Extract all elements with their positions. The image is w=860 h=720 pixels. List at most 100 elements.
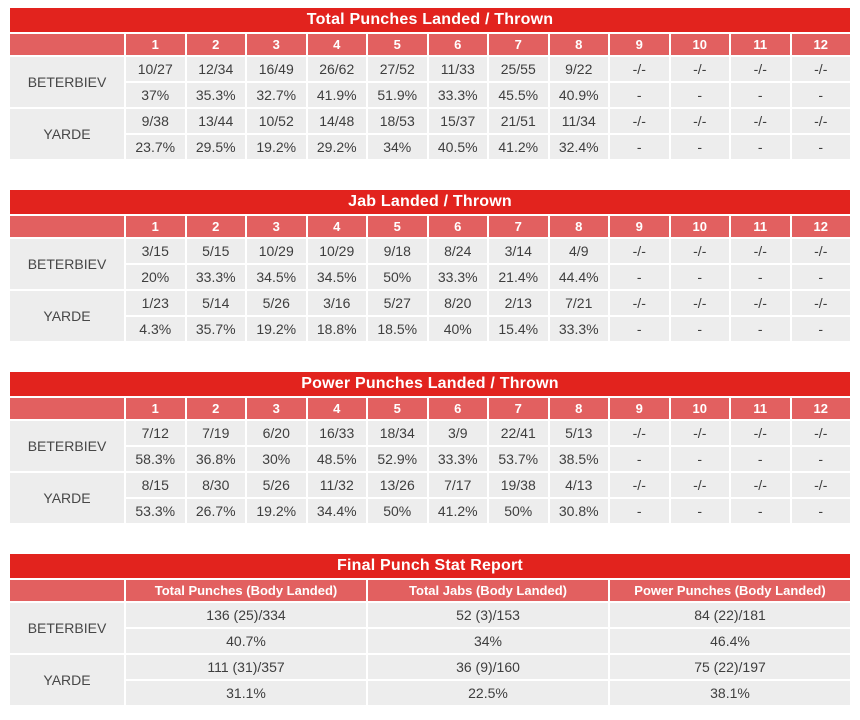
column-header: Power Punches (Body Landed) xyxy=(610,580,850,601)
percent-cell: - xyxy=(731,499,790,523)
fighter-name: YARDE xyxy=(10,109,124,159)
percent-cell: 41.9% xyxy=(307,83,366,107)
percent-cell: 53.7% xyxy=(489,447,548,471)
landed-thrown-cell: 36 (9)/160 xyxy=(368,655,608,679)
landed-thrown-cell: 9/18 xyxy=(368,239,427,263)
percent-cell: - xyxy=(670,499,729,523)
landed-thrown-cell: 5/26 xyxy=(247,473,306,497)
percent-cell: 44.4% xyxy=(549,265,608,289)
landed-thrown-cell: 136 (25)/334 xyxy=(126,603,366,627)
landed-thrown-cell: 5/27 xyxy=(368,291,427,315)
column-header: 8 xyxy=(549,398,608,419)
landed-thrown-cell: -/- xyxy=(791,57,850,81)
table-title: Jab Landed / Thrown xyxy=(10,190,850,214)
table-title: Power Punches Landed / Thrown xyxy=(10,372,850,396)
percent-cell: - xyxy=(670,447,729,471)
landed-thrown-cell: -/- xyxy=(670,473,729,497)
percent-cell: 46.4% xyxy=(610,629,850,653)
landed-thrown-row: BETERBIEV 10/27 12/34 16/49 26/62 27/52 11/33 2… xyxy=(10,57,850,107)
percent-cell: 58.3% xyxy=(126,447,185,471)
percent-cell: 20% xyxy=(126,265,185,289)
landed-thrown-cell: 2/13 xyxy=(489,291,548,315)
title-row: Total Punches Landed / Thrown xyxy=(10,8,850,32)
percent-cell: - xyxy=(610,447,669,471)
landed-thrown-cell: 3/9 xyxy=(428,421,487,445)
percent-row: 4.3% 35.7% 19.2% 18.8% 18.5% 40% 15.4% 33.3% - - -… xyxy=(10,317,850,341)
column-header: 1 xyxy=(126,216,185,237)
landed-thrown-cell: 1/23 xyxy=(126,291,185,315)
percent-cell: 53.3% xyxy=(126,499,185,523)
percent-row: 58.3% 36.8% 30% 48.5% 52.9% 33.3% 53.7% 38.5% - -… xyxy=(10,447,850,471)
percent-row: 31.1% 22.5% 38.1% xyxy=(10,681,850,705)
title-row: Jab Landed / Thrown xyxy=(10,190,850,214)
title-row: Power Punches Landed / Thrown xyxy=(10,372,850,396)
percent-cell: 33.3% xyxy=(428,265,487,289)
column-header: 6 xyxy=(428,216,487,237)
column-header: 5 xyxy=(368,34,427,55)
percent-cell: - xyxy=(670,317,729,341)
percent-cell: - xyxy=(731,135,790,159)
percent-cell: 33.3% xyxy=(549,317,608,341)
fighter-name: BETERBIEV xyxy=(10,57,124,107)
percent-cell: 37% xyxy=(126,83,185,107)
column-header-row: 1 2 3 4 5 6 7 8 9 10 11 12 xyxy=(10,398,850,419)
landed-thrown-cell: 5/13 xyxy=(549,421,608,445)
percent-cell: - xyxy=(610,265,669,289)
percent-cell: - xyxy=(610,499,669,523)
landed-thrown-cell: 11/34 xyxy=(549,109,608,133)
column-header: 2 xyxy=(186,34,245,55)
landed-thrown-cell: -/- xyxy=(791,473,850,497)
percent-cell: 33.3% xyxy=(186,265,245,289)
percent-cell: 4.3% xyxy=(126,317,185,341)
landed-thrown-cell: 8/24 xyxy=(428,239,487,263)
landed-thrown-row: BETERBIEV 136 (25)/334 52 (3)/153 84 (22)/1… xyxy=(10,603,850,653)
percent-cell: 40.7% xyxy=(126,629,366,653)
landed-thrown-cell: 3/14 xyxy=(489,239,548,263)
title-row: Final Punch Stat Report xyxy=(10,554,850,578)
landed-thrown-cell: -/- xyxy=(791,239,850,263)
percent-cell: 30.8% xyxy=(549,499,608,523)
landed-thrown-cell: 15/37 xyxy=(428,109,487,133)
column-header: 7 xyxy=(489,398,548,419)
percent-cell: - xyxy=(610,83,669,107)
percent-cell: 45.5% xyxy=(489,83,548,107)
landed-thrown-cell: 4/13 xyxy=(549,473,608,497)
percent-cell: 23.7% xyxy=(126,135,185,159)
landed-thrown-cell: -/- xyxy=(610,291,669,315)
landed-thrown-cell: -/- xyxy=(731,57,790,81)
column-header-row: 1 2 3 4 5 6 7 8 9 10 11 12 xyxy=(10,34,850,55)
landed-thrown-cell: 8/20 xyxy=(428,291,487,315)
column-header: 2 xyxy=(186,216,245,237)
landed-thrown-cell: 10/29 xyxy=(247,239,306,263)
percent-row: 23.7% 29.5% 19.2% 29.2% 34% 40.5% 41.2% 32.4% - -… xyxy=(10,135,850,159)
landed-thrown-cell: 25/55 xyxy=(489,57,548,81)
percent-cell: - xyxy=(791,317,850,341)
percent-cell: 22.5% xyxy=(368,681,608,705)
landed-thrown-cell: 4/9 xyxy=(549,239,608,263)
landed-thrown-cell: -/- xyxy=(670,57,729,81)
landed-thrown-cell: -/- xyxy=(670,291,729,315)
column-header: 3 xyxy=(247,216,306,237)
landed-thrown-row: YARDE 9/38 13/44 10/52 14/48 18/53 15/37 21/51 1… xyxy=(10,109,850,159)
percent-cell: 34.4% xyxy=(307,499,366,523)
landed-thrown-cell: 52 (3)/153 xyxy=(368,603,608,627)
landed-thrown-cell: 9/38 xyxy=(126,109,185,133)
percent-cell: - xyxy=(610,135,669,159)
fighter-name: BETERBIEV xyxy=(10,239,124,289)
landed-thrown-cell: -/- xyxy=(670,239,729,263)
landed-thrown-cell: 7/17 xyxy=(428,473,487,497)
landed-thrown-cell: 5/26 xyxy=(247,291,306,315)
landed-thrown-cell: 14/48 xyxy=(307,109,366,133)
column-header: 1 xyxy=(126,398,185,419)
percent-cell: - xyxy=(670,83,729,107)
percent-cell: 50% xyxy=(489,499,548,523)
column-header: 12 xyxy=(791,34,850,55)
final-stat-report-table: Final Punch Stat Report Total Punches (B… xyxy=(8,552,852,707)
percent-cell: 38.5% xyxy=(549,447,608,471)
landed-thrown-cell: -/- xyxy=(731,239,790,263)
percent-cell: - xyxy=(610,317,669,341)
landed-thrown-cell: 84 (22)/181 xyxy=(610,603,850,627)
column-header: 1 xyxy=(126,34,185,55)
column-header: Total Jabs (Body Landed) xyxy=(368,580,608,601)
percent-cell: 32.7% xyxy=(247,83,306,107)
